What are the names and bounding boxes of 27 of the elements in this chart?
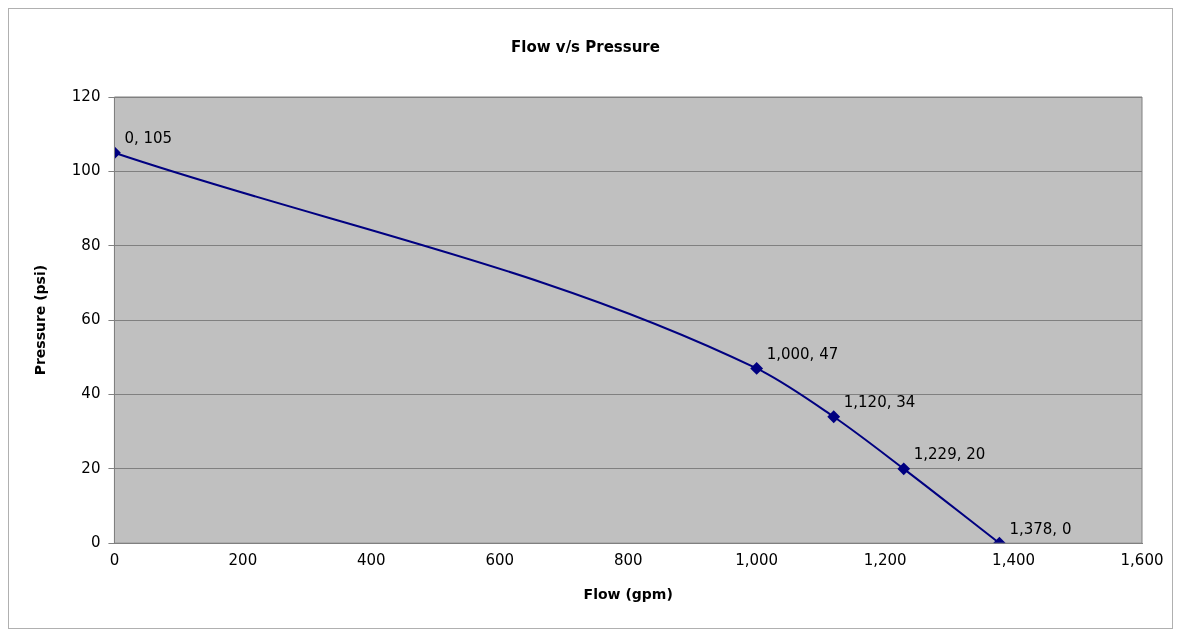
y-tick-label: 40 (81, 384, 101, 403)
x-tick-label: 400 (357, 551, 386, 570)
y-tick-label: 60 (81, 309, 101, 328)
x-tick-label: 600 (485, 551, 515, 570)
point (897, 462, 910, 475)
data-label: 1,229, 20 (913, 445, 986, 464)
x-axis-title: Flow (gpm) (583, 586, 673, 603)
x-tick-label: 1,600 (1120, 551, 1164, 570)
y-axis-title: Pressure (psi) (32, 264, 49, 376)
x-tick-label: 1,400 (992, 551, 1036, 570)
x-tick-label: 1,200 (863, 551, 907, 570)
y-tick-label: 100 (71, 161, 101, 180)
y-tick-label: 80 (81, 235, 101, 254)
chart-title: Flow v/s Pressure (511, 37, 660, 56)
y-tick-label: 0 (90, 533, 101, 552)
x-tick-label: 800 (613, 551, 643, 570)
y-tick-label: 20 (81, 458, 101, 477)
x-tick-label: 0 (109, 551, 120, 570)
point (750, 362, 763, 375)
data-label: 1,378, 0 (1009, 519, 1072, 538)
data-label: 0, 105 (124, 129, 173, 148)
x-tick-label: 200 (228, 551, 258, 570)
data-label: 1,120, 34 (843, 393, 916, 412)
y-tick-label: 120 (71, 86, 101, 105)
x-tick-label: 1,000 (735, 551, 779, 570)
point (827, 410, 840, 423)
data-label: 1,000, 47 (766, 344, 839, 363)
